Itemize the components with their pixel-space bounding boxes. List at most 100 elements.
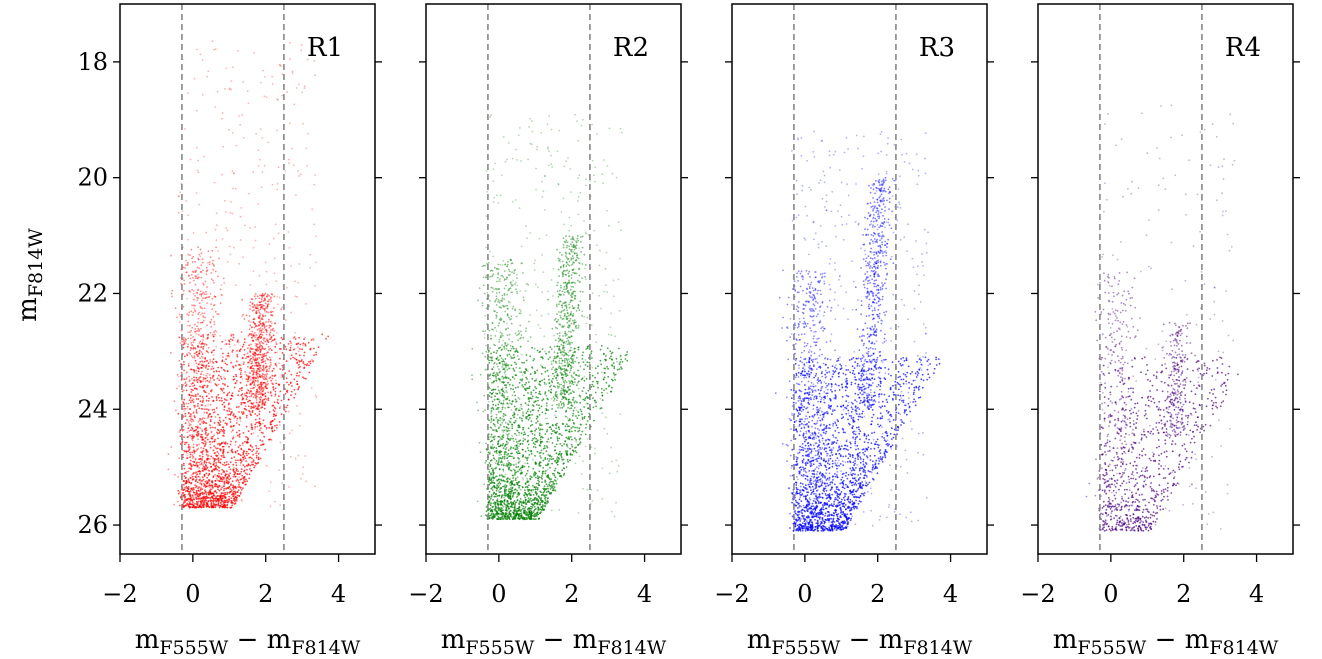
data-point [527, 418, 530, 421]
data-point [509, 281, 512, 283]
data-point [207, 493, 210, 495]
data-point [252, 453, 255, 456]
data-point [498, 340, 501, 343]
data-point [192, 487, 195, 489]
data-point [178, 491, 181, 494]
data-point [194, 330, 196, 333]
data-point [548, 115, 551, 117]
data-point [207, 455, 209, 458]
data-point [181, 210, 184, 213]
data-point [552, 267, 555, 270]
data-point [509, 469, 512, 472]
data-point [207, 505, 210, 508]
data-point [577, 430, 580, 433]
data-point [226, 503, 229, 506]
data-point [597, 372, 599, 375]
data-point [184, 441, 187, 444]
data-point [225, 481, 228, 484]
data-point [195, 489, 198, 492]
data-point [291, 385, 293, 387]
data-point [242, 432, 245, 434]
data-point [185, 402, 188, 405]
data-point [495, 363, 498, 365]
data-point [255, 408, 257, 410]
data-point [492, 388, 495, 391]
data-point [177, 475, 180, 478]
data-point [257, 393, 260, 396]
data-point [273, 410, 276, 413]
data-point [586, 361, 589, 364]
data-point [260, 298, 263, 301]
data-point [586, 347, 589, 350]
data-point [487, 480, 490, 483]
data-point [543, 209, 546, 211]
data-point [256, 295, 259, 298]
data-point [291, 72, 294, 75]
data-point [202, 378, 205, 381]
data-point [505, 348, 508, 350]
data-point [564, 364, 567, 367]
data-point [550, 397, 553, 400]
data-point [499, 336, 502, 338]
data-point [222, 419, 225, 422]
data-point [258, 317, 261, 319]
data-point [267, 370, 270, 372]
data-point [202, 447, 205, 450]
data-point [203, 504, 205, 506]
data-point [491, 439, 493, 442]
data-point [229, 484, 232, 487]
data-point [231, 170, 234, 173]
data-point [201, 355, 203, 358]
panel-label: R1 [307, 33, 343, 63]
data-point [495, 317, 498, 319]
data-point [494, 299, 497, 302]
data-point [244, 472, 247, 474]
data-point [182, 289, 185, 292]
data-point [197, 367, 200, 369]
data-point [176, 500, 179, 503]
data-point [501, 297, 504, 300]
data-point [285, 410, 287, 413]
data-point [538, 413, 541, 416]
data-point [247, 334, 250, 337]
data-point [562, 467, 565, 469]
data-point [274, 351, 277, 354]
data-point [217, 459, 220, 462]
data-point [193, 488, 195, 491]
data-point [259, 312, 261, 315]
data-point [239, 349, 241, 352]
data-point [209, 426, 212, 429]
data-point [490, 359, 493, 362]
data-point [237, 459, 239, 462]
y-label-base: m [13, 297, 43, 322]
data-point [194, 502, 196, 505]
data-point [220, 428, 223, 431]
data-point [510, 355, 512, 358]
data-point [560, 387, 563, 390]
data-point [538, 237, 541, 240]
data-point [238, 473, 241, 475]
data-point [256, 380, 259, 383]
data-point [234, 451, 237, 454]
data-point [314, 485, 316, 488]
data-point [253, 52, 256, 54]
data-point [243, 353, 246, 356]
data-point [273, 406, 276, 409]
data-point [544, 417, 547, 420]
data-point [234, 441, 237, 443]
data-point [527, 370, 529, 373]
data-point [197, 392, 199, 395]
data-point [224, 464, 226, 467]
data-point [555, 362, 558, 364]
data-point [242, 81, 245, 84]
data-point [185, 264, 187, 266]
data-point [214, 490, 217, 492]
data-point [211, 376, 214, 379]
data-point [194, 270, 197, 273]
data-point [254, 423, 257, 426]
data-point [238, 429, 241, 432]
data-point [297, 366, 300, 369]
data-point [565, 466, 568, 468]
data-point [185, 271, 188, 274]
data-point [257, 336, 260, 339]
